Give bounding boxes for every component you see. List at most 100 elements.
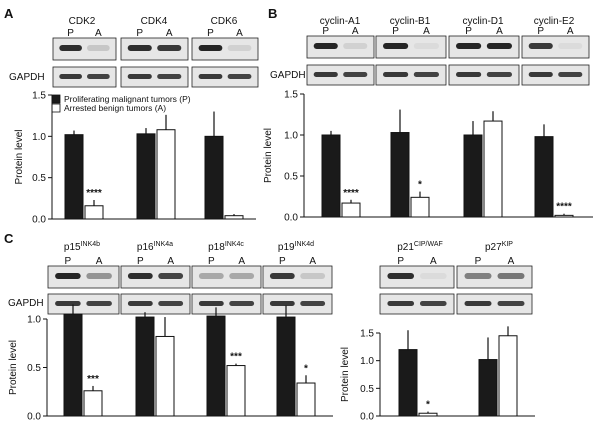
gapdh-band-a xyxy=(486,72,512,77)
bar-proliferating xyxy=(64,134,84,220)
bar-proliferating xyxy=(398,349,418,417)
heading-p15-base: p15 xyxy=(64,242,81,253)
gapdh-band-p xyxy=(313,72,338,77)
lane-label-p: P xyxy=(397,256,404,267)
gapdh-band-a xyxy=(343,72,368,77)
y-tick-label: 1.5 xyxy=(32,91,46,102)
gapdh-band-p xyxy=(387,301,415,306)
bar-proliferating xyxy=(206,315,226,417)
gapdh-band-a xyxy=(227,74,252,79)
y-tick-label: 1.0 xyxy=(27,315,41,326)
gapdh-band-a xyxy=(158,301,184,306)
lane-label-a: A xyxy=(423,26,430,37)
gapdh-band-p xyxy=(55,301,81,306)
gapdh-label-b: GAPDH xyxy=(270,70,306,81)
y-axis-label: Protein level xyxy=(14,129,25,184)
gapdh-band-p xyxy=(127,301,153,306)
bar-proliferating xyxy=(321,134,341,218)
bar-arrested xyxy=(84,205,104,220)
band-a xyxy=(413,43,439,49)
y-tick-label: 1.0 xyxy=(284,131,298,142)
bar-proliferating xyxy=(135,316,155,417)
gapdh-strip xyxy=(262,293,333,315)
band-p xyxy=(464,273,492,279)
gapdh-band-p xyxy=(269,301,295,306)
band-a xyxy=(343,43,368,49)
band-a xyxy=(419,273,447,279)
heading-cyclin-d1: cyclin-D1 xyxy=(462,16,504,27)
lane-label-a: A xyxy=(508,256,515,267)
heading-p27-sup: KIP xyxy=(502,241,514,248)
gapdh-band-p xyxy=(528,72,553,77)
bar-proliferating xyxy=(390,132,410,218)
lane-label-a: A xyxy=(309,256,316,267)
bar-arrested xyxy=(83,390,103,417)
gapdh-band-a xyxy=(157,74,182,79)
blot-strip xyxy=(191,37,259,61)
blot-strip xyxy=(120,37,189,61)
blot-strip xyxy=(47,265,120,289)
chart-c-right: 0.0 0.5 1.0 1.5 Protein level * xyxy=(340,326,535,423)
y-tick-label: 1.5 xyxy=(284,90,298,101)
gapdh-band-p xyxy=(456,72,482,77)
band-p xyxy=(383,43,409,49)
bar-proliferating xyxy=(478,359,498,417)
blot-strip xyxy=(262,265,333,289)
y-tick-label: 1.0 xyxy=(360,356,374,367)
heading-p19: p19INK4d xyxy=(278,241,314,253)
y-tick-label: 0.0 xyxy=(27,412,41,423)
bar-arrested xyxy=(341,202,361,218)
band-p xyxy=(387,273,415,279)
heading-p27: p27KIP xyxy=(485,241,513,253)
y-tick-label: 0.5 xyxy=(360,384,374,395)
band-a xyxy=(558,43,583,49)
bar-proliferating xyxy=(534,136,554,218)
lane-label-a: A xyxy=(167,256,174,267)
heading-cyclin-b1: cyclin-B1 xyxy=(390,16,431,27)
panel-letter-a: A xyxy=(4,6,14,21)
gapdh-band-p xyxy=(198,301,224,306)
heading-cyclin-a1: cyclin-A1 xyxy=(320,16,361,27)
y-tick-label: 0.5 xyxy=(27,363,41,374)
significance-label: **** xyxy=(343,188,359,199)
heading-p21-base: p21 xyxy=(397,242,414,253)
gapdh-strip xyxy=(52,66,117,88)
bar-proliferating xyxy=(136,133,156,220)
significance-label: * xyxy=(304,363,308,374)
blot-strip xyxy=(521,35,590,59)
gapdh-strip xyxy=(120,66,189,88)
significance-label: * xyxy=(418,180,422,191)
band-p xyxy=(528,43,553,49)
y-tick-label: 0.5 xyxy=(284,172,298,183)
lane-label-p: P xyxy=(465,26,472,37)
bar-proliferating xyxy=(204,135,224,220)
blot-strip xyxy=(375,35,447,59)
blot-strip xyxy=(120,265,191,289)
lane-label-p: P xyxy=(65,256,72,267)
band-a xyxy=(158,273,184,279)
gapdh-strip xyxy=(306,64,375,86)
lane-label-p: P xyxy=(475,256,482,267)
lane-label-a: A xyxy=(236,28,243,39)
band-p xyxy=(269,273,295,279)
y-tick-label: 0.0 xyxy=(32,215,46,226)
lane-label-a: A xyxy=(95,28,102,39)
lane-label-p: P xyxy=(322,26,329,37)
heading-cyclin-e2: cyclin-E2 xyxy=(534,16,575,27)
lane-label-p: P xyxy=(279,256,286,267)
band-p xyxy=(198,45,223,51)
bar-proliferating xyxy=(63,313,83,417)
lane-label-a: A xyxy=(238,256,245,267)
bar-arrested xyxy=(410,196,430,218)
heading-p18: p18INK4c xyxy=(208,241,244,253)
gapdh-band-a xyxy=(87,74,110,79)
y-tick-label: 1.5 xyxy=(360,329,374,340)
bar-charts: 0.0 0.5 1.0 1.5 Protein level **** 0.0 0.5 1.0 1.… xyxy=(8,90,593,423)
heading-p21: p21CIP/WAF xyxy=(397,241,443,253)
lane-label-p: P xyxy=(392,26,399,37)
bar-arrested xyxy=(483,120,503,218)
band-p xyxy=(198,273,224,279)
